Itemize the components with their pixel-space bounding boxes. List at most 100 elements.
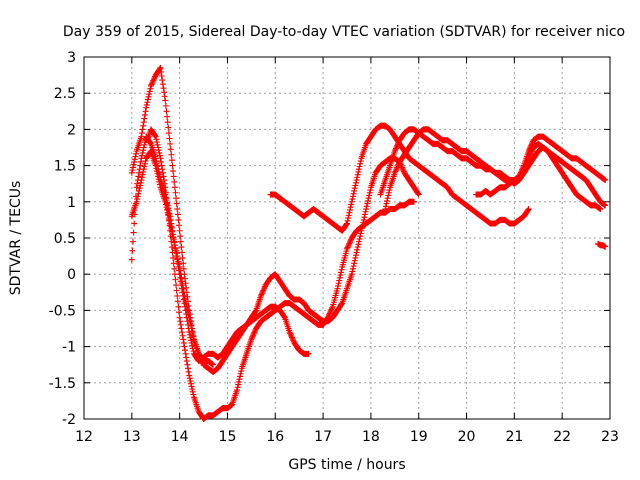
data-point [152, 133, 159, 140]
data-point [162, 102, 169, 109]
data-point [328, 306, 335, 313]
data-point [196, 352, 203, 359]
data-point [394, 141, 401, 148]
data-point [184, 306, 191, 313]
x-tick-label: 15 [219, 429, 237, 445]
data-point [166, 135, 173, 142]
data-point [260, 286, 267, 293]
data-point [133, 184, 140, 191]
data-point [327, 309, 334, 316]
data-point [394, 164, 401, 171]
data-point [168, 244, 175, 251]
data-point [366, 192, 373, 199]
data-point [287, 330, 294, 337]
data-point [167, 233, 174, 240]
data-point [162, 201, 169, 208]
data-point [344, 245, 350, 252]
series-satellite-track-9 [595, 240, 609, 250]
data-point [167, 223, 174, 230]
data-point [415, 191, 422, 198]
data-point [383, 200, 390, 207]
y-tick-label: -2 [62, 412, 76, 428]
data-point [170, 260, 177, 267]
data-point [289, 335, 296, 342]
data-point [528, 149, 535, 156]
x-tick-label: 20 [458, 429, 476, 445]
data-point [179, 249, 186, 256]
data-point [391, 148, 398, 155]
series-satellite-track-4 [143, 126, 417, 422]
data-point [352, 182, 359, 189]
data-point [360, 216, 367, 223]
data-point [179, 329, 186, 336]
data-point [174, 292, 181, 299]
data-point [326, 310, 333, 317]
data-point [169, 249, 176, 256]
data-point [128, 169, 135, 176]
data-point [597, 206, 604, 213]
data-point [336, 274, 343, 281]
data-point [336, 277, 343, 284]
y-tick-label: 0 [67, 267, 76, 283]
data-point [529, 139, 536, 146]
data-point [148, 81, 155, 88]
data-point [167, 146, 174, 153]
data-point [261, 284, 268, 291]
data-point [181, 292, 188, 299]
data-point [346, 239, 353, 246]
data-point [198, 356, 205, 363]
data-point [165, 211, 172, 218]
data-point [187, 322, 194, 329]
data-point [350, 263, 357, 270]
data-point [189, 330, 196, 337]
data-point [329, 305, 336, 312]
data-point [130, 164, 137, 171]
data-point [345, 215, 352, 222]
data-point [176, 263, 183, 270]
data-point [164, 113, 171, 120]
data-point [392, 168, 399, 175]
data-point [362, 208, 369, 215]
data-point [357, 160, 364, 167]
y-tick-label: 2.5 [54, 86, 76, 102]
data-point [147, 85, 154, 92]
data-point [158, 162, 165, 169]
data-point [171, 271, 178, 278]
y-tick-label: 3 [67, 50, 76, 66]
data-point [400, 167, 407, 174]
data-point [135, 187, 142, 194]
data-point [141, 111, 148, 118]
data-point [386, 187, 393, 194]
data-point [165, 124, 172, 131]
data-point [154, 170, 161, 177]
data-point [237, 373, 244, 380]
data-point [602, 243, 609, 250]
data-point [173, 287, 180, 294]
y-tick-label: 0.5 [54, 231, 76, 247]
data-point [347, 237, 354, 244]
data-point [357, 230, 364, 237]
data-point [183, 358, 190, 365]
data-point [168, 157, 175, 164]
data-point [163, 108, 170, 115]
data-point [183, 301, 190, 308]
data-point [182, 347, 189, 354]
data-point [170, 254, 177, 261]
grid [84, 57, 610, 419]
x-tick-label: 19 [410, 429, 428, 445]
data-point [354, 244, 361, 251]
data-point [147, 139, 154, 146]
data-point [353, 177, 360, 184]
x-tick-label: 17 [314, 429, 332, 445]
data-point [526, 152, 533, 159]
data-point [187, 377, 194, 384]
data-point [287, 331, 294, 338]
data-point [139, 171, 146, 178]
data-point [156, 152, 163, 159]
data-point [174, 255, 181, 262]
data-point [140, 166, 147, 173]
data-point [251, 328, 258, 335]
data-point [392, 146, 399, 153]
data-point [186, 331, 193, 338]
data-point [171, 239, 178, 246]
